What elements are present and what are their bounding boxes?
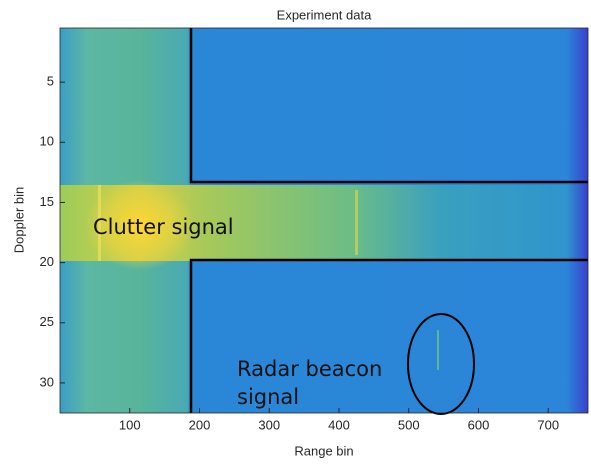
x-tick-label: 200 [189,417,211,432]
heatmap-image [60,28,588,413]
x-tick-label: 500 [398,417,420,432]
y-tick-label: 25 [40,314,54,329]
x-tick-label: 700 [537,417,559,432]
x-tick-label: 600 [468,417,490,432]
y-tick-label: 5 [47,74,54,89]
x-tick-label: 300 [258,417,280,432]
region-outlines [189,28,588,415]
plot-frame [59,27,589,414]
beacon-annotation: Radar beacon [237,357,382,381]
clutter-annotation: Clutter signal [93,215,234,239]
y-axis-label: Doppler bin [11,187,26,254]
y-tick-label: 20 [40,254,54,269]
y-tick-label: 15 [40,194,54,209]
beacon-annotation: signal [237,385,299,409]
x-tick-label: 100 [119,417,141,432]
x-axis-label: Range bin [294,443,353,458]
y-tick-label: 30 [40,374,54,389]
x-tick-label: 400 [328,417,350,432]
y-tick-label: 10 [40,134,54,149]
chart-title: Experiment data [277,7,372,22]
